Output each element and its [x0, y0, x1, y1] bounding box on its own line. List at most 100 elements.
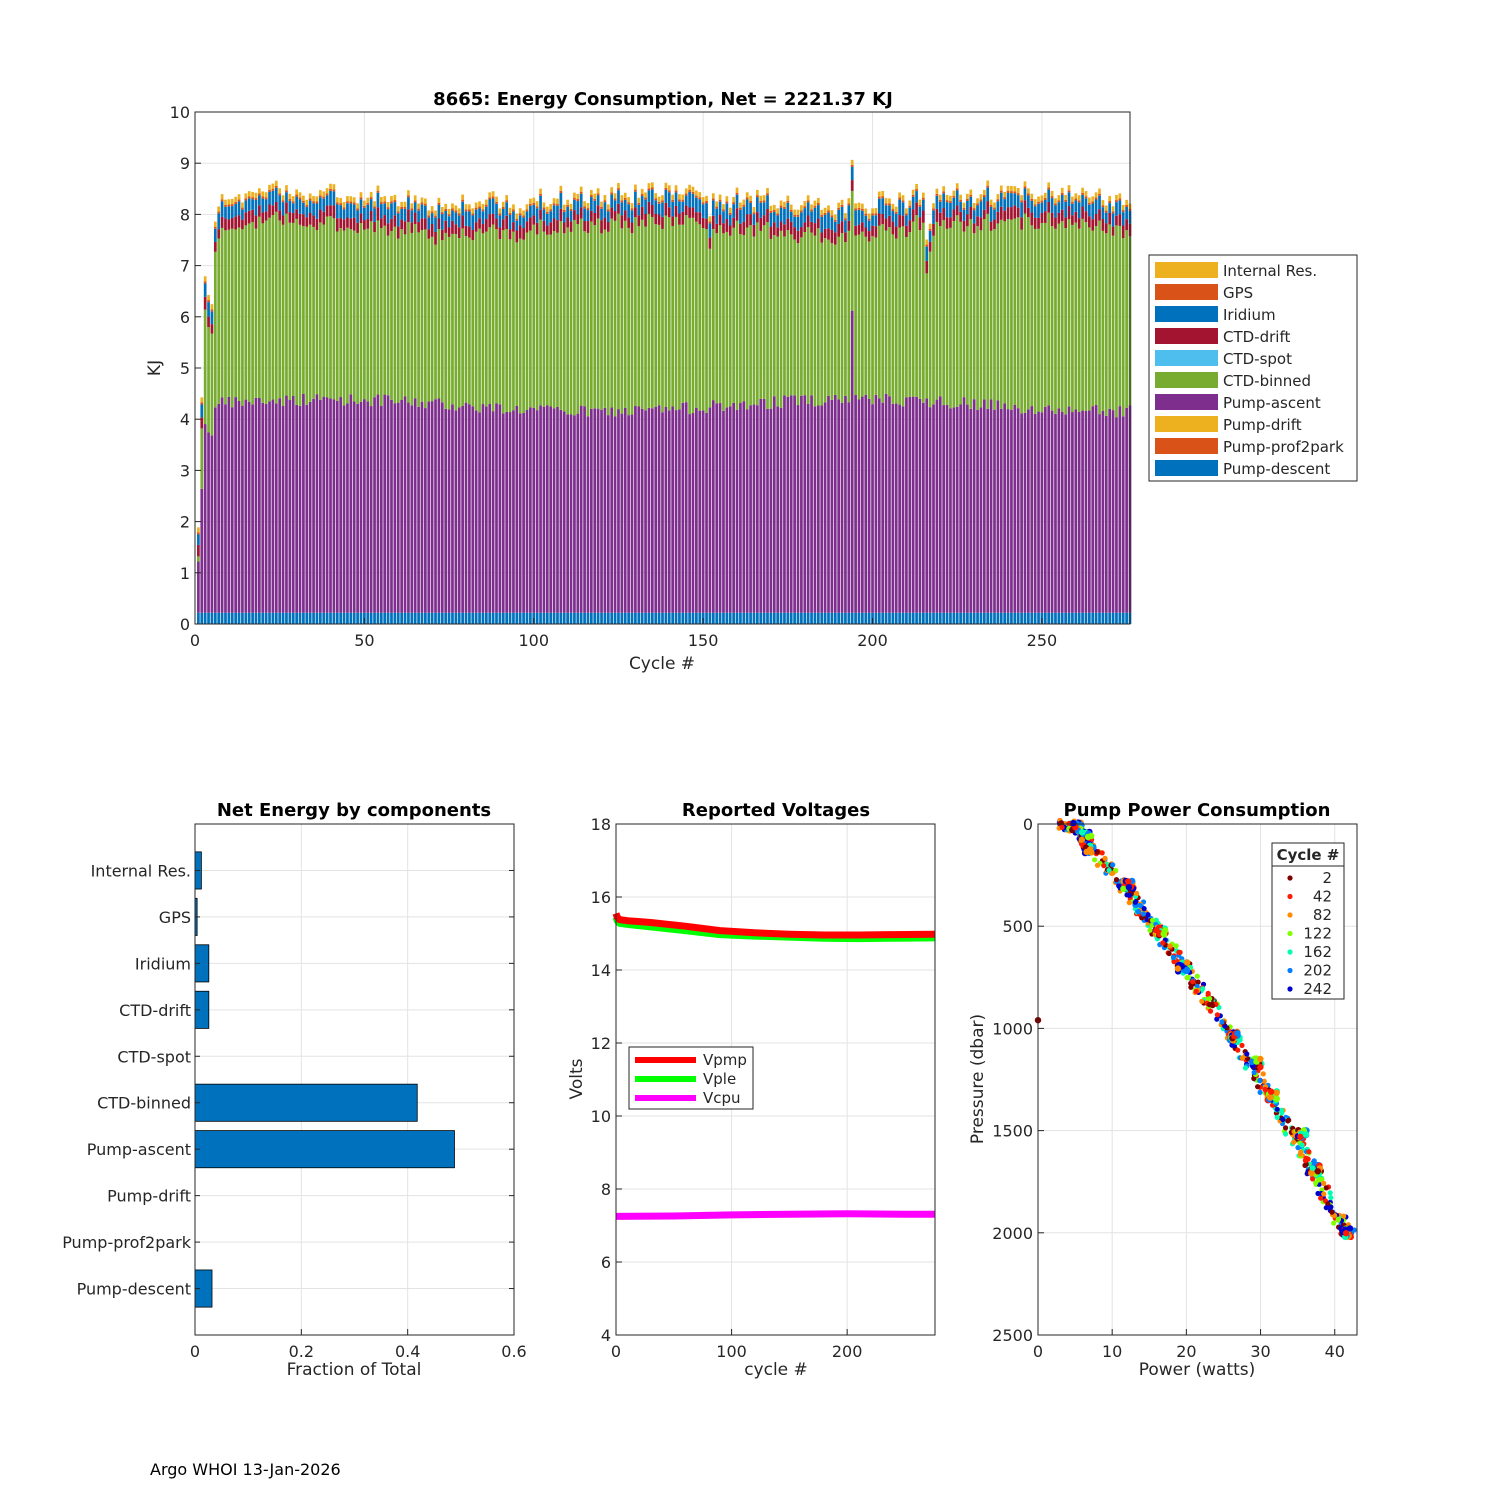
energy-bar-segment [908, 396, 912, 613]
energy-bar-segment [820, 214, 824, 217]
energy-bar-segment [417, 208, 420, 211]
energy-bar-segment [1084, 222, 1088, 411]
energy-bar-segment [833, 244, 837, 395]
energy-bar-segment [935, 193, 939, 196]
energy-bar-segment [447, 236, 451, 410]
energy-bar-segment [739, 209, 742, 224]
pump-power-point [1176, 949, 1182, 956]
energy-bar-segment [881, 198, 885, 214]
energy-bar-segment [268, 191, 271, 205]
energy-bar-segment [993, 209, 996, 220]
energy-bar-segment [650, 612, 654, 624]
energy-bar-segment [376, 220, 380, 395]
energy-bar-segment [705, 195, 708, 201]
energy-legend-label: Pump-ascent [1223, 394, 1321, 412]
energy-bar-segment [1081, 206, 1084, 219]
energy-bar-segment [756, 212, 759, 223]
energy-bar-segment [217, 612, 221, 624]
energy-bar-segment [1033, 204, 1037, 207]
energy-bar-segment [911, 221, 915, 397]
energy-bar-segment [440, 212, 444, 215]
energy-bar-segment [1111, 206, 1115, 212]
energy-legend-swatch [1155, 306, 1218, 322]
energy-bar-segment [976, 203, 979, 206]
energy-bar-segment [302, 214, 305, 227]
energy-bar-segment [1071, 203, 1074, 216]
pump-power-point [1132, 899, 1138, 905]
energy-bar-segment [366, 228, 370, 402]
energy-bar-segment [722, 223, 725, 234]
energy-bar-segment [979, 217, 983, 231]
pump-power-point [1321, 1191, 1327, 1197]
energy-bar-segment [325, 188, 329, 194]
energy-bar-segment [1077, 202, 1081, 219]
energy-bar-segment [596, 218, 600, 409]
energy-bar-segment [244, 193, 248, 199]
energy-bar-segment [874, 612, 878, 624]
energy-bar-segment [329, 188, 332, 191]
pump-power-point [1149, 922, 1155, 929]
energy-bar-segment [820, 232, 824, 243]
energy-bar-segment [278, 195, 282, 211]
energy-bar-segment [938, 199, 942, 202]
energy-bar-segment [1074, 612, 1078, 624]
energy-bar-segment [1094, 226, 1098, 405]
energy-bar-segment [610, 218, 614, 408]
energy-bar-segment [481, 233, 485, 405]
energy-bar-segment [789, 209, 793, 212]
energy-bar-segment [884, 230, 888, 394]
energy-bar-segment [999, 612, 1003, 624]
energy-bar-segment [322, 612, 326, 624]
energy-bar-segment [573, 197, 576, 200]
energy-bar-segment [1098, 414, 1101, 613]
energy-bar-segment [762, 200, 766, 203]
energy-bar-segment [451, 208, 454, 211]
energy-bar-segment [776, 215, 780, 228]
energy-bar-segment [708, 216, 712, 222]
energy-legend-swatch [1155, 394, 1218, 410]
energy-bar-segment [674, 410, 678, 613]
energy-bar-segment [315, 201, 319, 204]
energy-bar-segment [884, 393, 888, 613]
energy-bar-segment [369, 221, 373, 407]
y-tick-label: 2500 [992, 1326, 1033, 1345]
energy-bar-segment [905, 225, 908, 237]
energy-bar-segment [847, 220, 851, 231]
energy-bar-segment [1023, 188, 1027, 201]
energy-bar-segment [552, 408, 556, 613]
energy-bar-segment [698, 410, 702, 613]
pump-power-legend-marker [1287, 967, 1293, 974]
energy-bar-segment [969, 196, 973, 208]
energy-bar-segment [657, 214, 661, 225]
energy-bar-segment [684, 612, 688, 624]
energy-bar-segment [617, 183, 620, 189]
pump-power-legend-label: 2 [1322, 869, 1332, 887]
energy-bar-segment [793, 216, 796, 228]
energy-bar-segment [529, 198, 532, 204]
energy-bar-segment [789, 612, 793, 624]
energy-bar-segment [996, 211, 1000, 224]
energy-bar-segment [854, 210, 857, 226]
energy-bar-segment [210, 333, 214, 436]
energy-bar-segment [837, 207, 841, 210]
energy-title: 8665: Energy Consumption, Net = 2221.37 … [433, 89, 893, 110]
energy-bar-segment [901, 200, 905, 203]
y-tick-label: 6 [180, 308, 190, 327]
energy-bar-segment [322, 396, 326, 613]
pump-power-point [1329, 1209, 1335, 1215]
energy-bar-segment [1094, 192, 1098, 198]
energy-bar-segment [596, 195, 600, 206]
energy-bar-segment [579, 405, 583, 613]
energy-bar-segment [464, 236, 468, 403]
energy-bar-segment [745, 612, 749, 624]
pump-power-point [1200, 986, 1206, 992]
energy-bar-segment [837, 202, 841, 208]
energy-bar-segment [251, 199, 254, 210]
energy-bar-segment [593, 612, 597, 624]
energy-bar-segment [410, 612, 414, 624]
energy-bar-segment [203, 309, 207, 425]
energy-bar-segment [945, 194, 949, 201]
energy-bar-segment [1060, 221, 1064, 412]
energy-bar-segment [739, 612, 742, 624]
energy-bar-segment [274, 201, 278, 212]
